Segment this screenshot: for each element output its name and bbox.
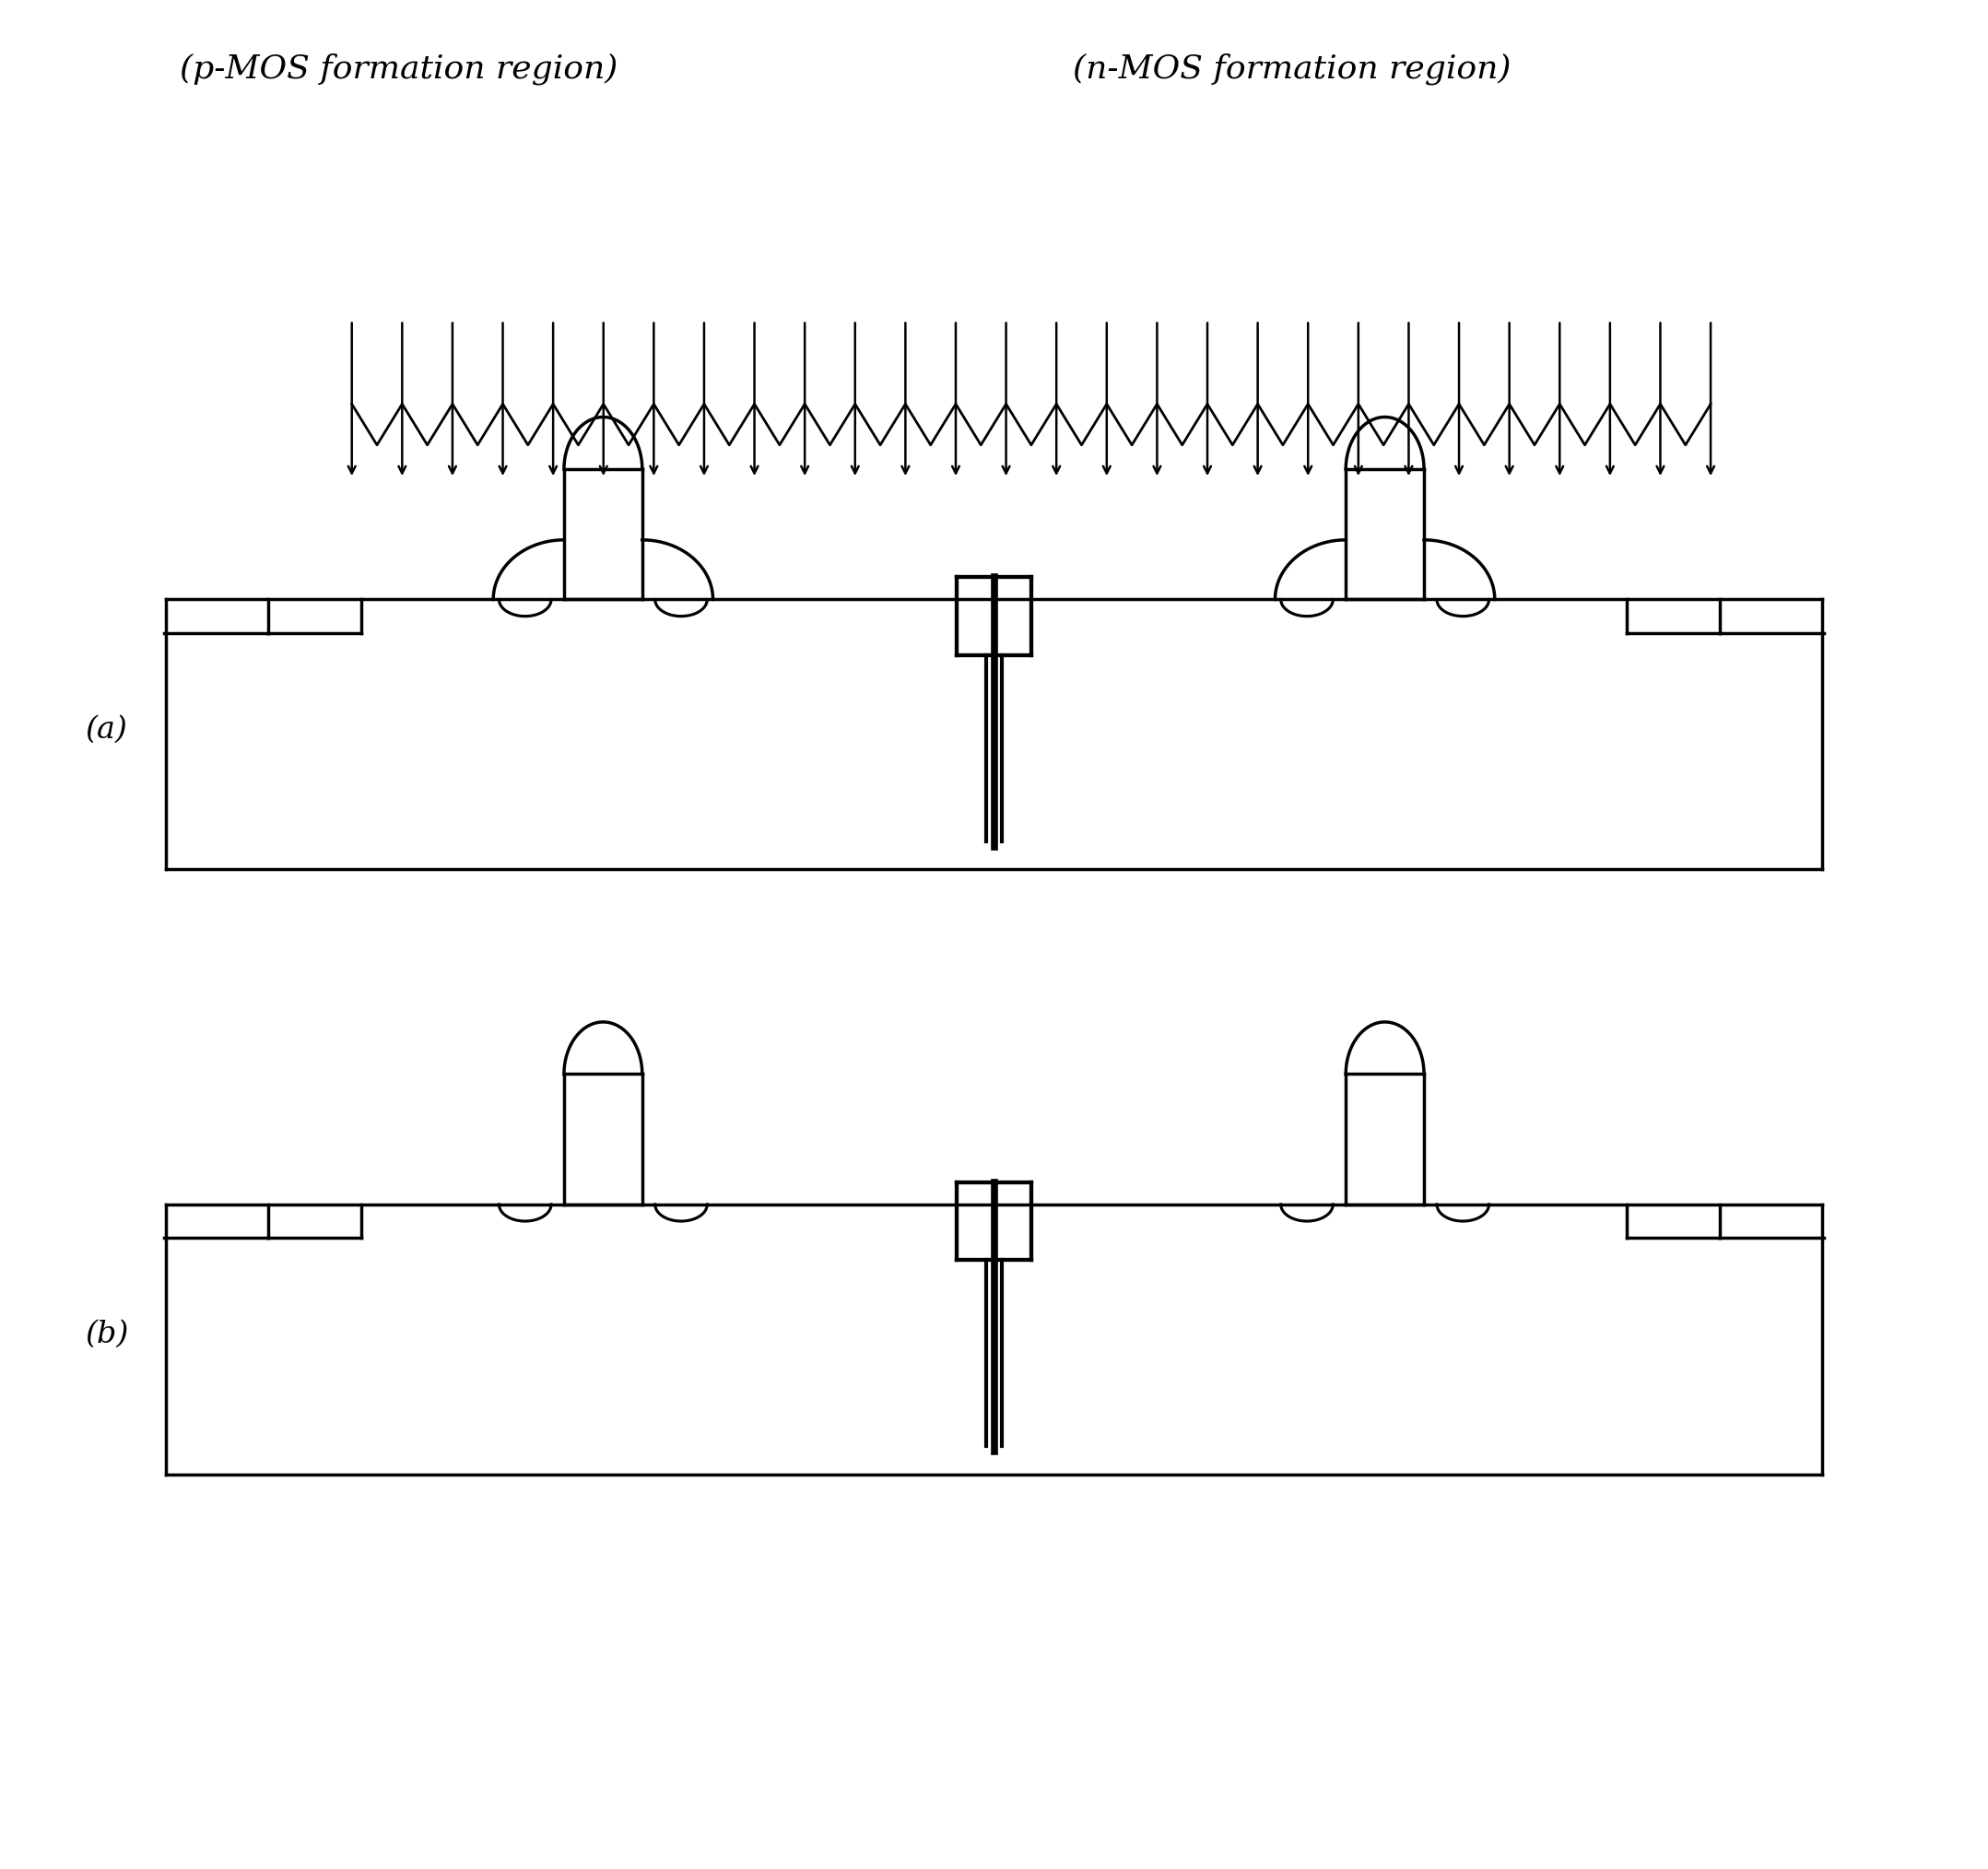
Text: (b): (b): [85, 1320, 129, 1349]
Text: (a): (a): [85, 716, 127, 744]
Text: (n-MOS formation region): (n-MOS formation region): [1074, 52, 1511, 84]
Text: (p-MOS formation region): (p-MOS formation region): [179, 52, 618, 84]
